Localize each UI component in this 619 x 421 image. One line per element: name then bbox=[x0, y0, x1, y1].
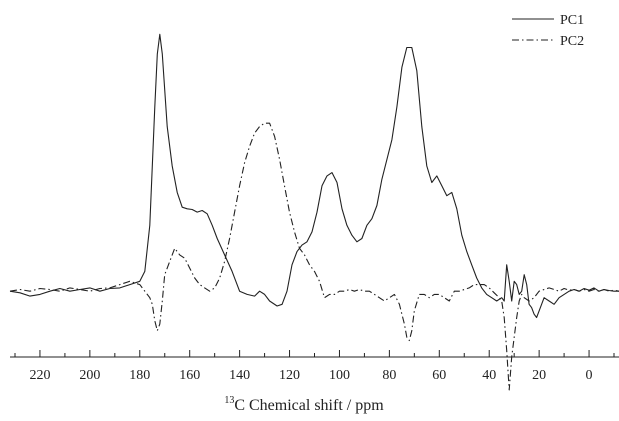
x-axis-title-text: C Chemical shift / ppm bbox=[234, 397, 384, 414]
legend-label-pc2: PC2 bbox=[560, 34, 584, 49]
x-tick-label: 80 bbox=[382, 368, 396, 383]
x-tick-label: 40 bbox=[482, 368, 496, 383]
x-tick-label: 180 bbox=[129, 368, 150, 383]
x-axis: 220 200 180 160 140 120 100 80 60 40 20 0 bbox=[10, 350, 619, 383]
x-tick-label: 220 bbox=[29, 368, 50, 383]
x-axis-title-superscript: 13 bbox=[224, 395, 234, 406]
x-tick-label: 160 bbox=[179, 368, 200, 383]
x-tick-label: 100 bbox=[329, 368, 350, 383]
series-line-pc1 bbox=[9, 33, 619, 319]
series-line-pc2 bbox=[9, 122, 619, 391]
x-tick-label: 0 bbox=[586, 368, 593, 383]
x-tick-label: 140 bbox=[229, 368, 250, 383]
legend-label-pc1: PC1 bbox=[560, 13, 584, 28]
x-tick-label: 200 bbox=[79, 368, 100, 383]
x-tick-label: 120 bbox=[279, 368, 300, 383]
x-tick-label: 60 bbox=[432, 368, 446, 383]
x-axis-title: 13C Chemical shift / ppm bbox=[224, 395, 384, 414]
x-tick-label: 20 bbox=[532, 368, 546, 383]
series-layer bbox=[9, 33, 619, 391]
